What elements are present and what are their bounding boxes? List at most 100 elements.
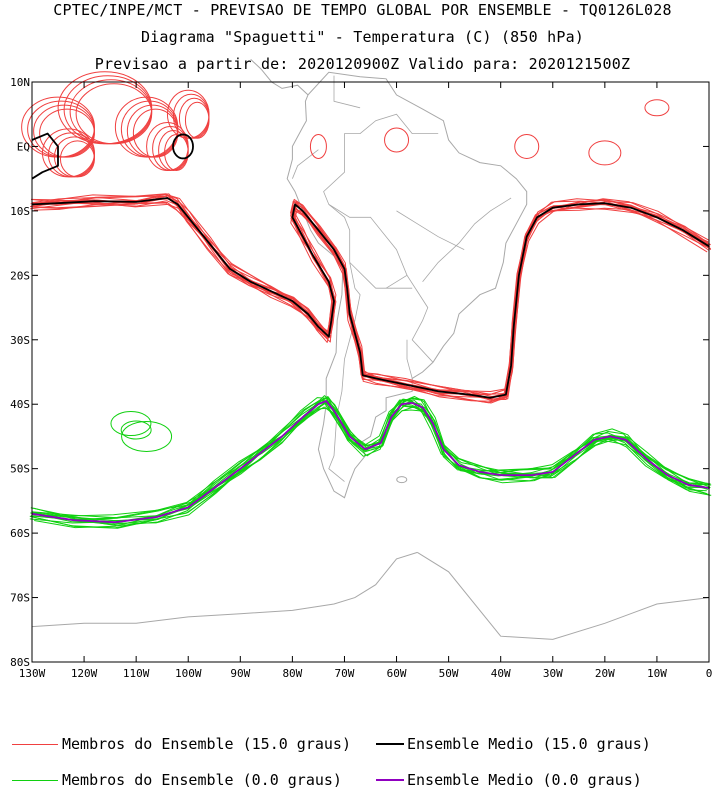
lat-label: 30S <box>10 334 30 347</box>
ensemble-mean-layer <box>31 132 710 524</box>
ensemble-mean-15-cell <box>172 133 194 160</box>
lon-label: 60W <box>387 667 407 680</box>
legend-label-members-0: Membros do Ensemble (0.0 graus) <box>62 771 342 789</box>
legend-row-0: Membros do Ensemble (0.0 graus) Ensemble… <box>0 771 725 791</box>
members-0-layer <box>29 395 712 529</box>
member-0-cell <box>121 420 173 452</box>
member-15-contour <box>31 194 711 400</box>
member-0-contour <box>34 395 710 529</box>
legend-row-15: Membros do Ensemble (15.0 graus) Ensembl… <box>0 735 725 755</box>
member-15-contour <box>31 197 712 398</box>
lon-label: 80W <box>282 667 302 680</box>
member-0-contour <box>29 397 709 529</box>
member-15-cell <box>59 140 95 178</box>
member-15-contour <box>32 194 708 402</box>
legend-mean-15: Ensemble Medio (15.0 graus) <box>376 735 651 753</box>
lon-label: 120W <box>71 667 98 680</box>
member-15-contour <box>33 199 708 395</box>
member-0-contour <box>33 398 708 527</box>
legend-mean-0: Ensemble Medio (0.0 graus) <box>376 771 642 789</box>
country-border <box>323 113 439 276</box>
member-15-contour <box>32 199 711 395</box>
member-15-contour <box>33 193 710 404</box>
member-0-contour <box>30 401 711 524</box>
title-line-1: CPTEC/INPE/MCT - PREVISAO DE TEMPO GLOBA… <box>53 1 672 19</box>
member-15-cell <box>384 127 410 153</box>
legend-label-mean-0: Ensemble Medio (0.0 graus) <box>407 771 642 789</box>
coastline-layer <box>31 59 710 640</box>
lat-label: 10S <box>10 205 30 218</box>
falkland-islands <box>396 476 408 484</box>
lat-label: 70S <box>10 592 30 605</box>
lon-label: 10W <box>647 667 667 680</box>
lon-label: 40W <box>491 667 511 680</box>
country-border <box>406 339 413 379</box>
member-15-cell <box>588 140 622 166</box>
lat-label: 10N <box>10 76 30 89</box>
lon-label: 110W <box>123 667 150 680</box>
lat-label: 60S <box>10 527 30 540</box>
title-line-3: Previsao a partir de: 2020120900Z Valido… <box>94 55 631 73</box>
lon-label: 70W <box>335 667 355 680</box>
lon-label: 30W <box>543 667 563 680</box>
lon-label: 0 <box>706 667 713 680</box>
legend-label-mean-15: Ensemble Medio (15.0 graus) <box>407 735 651 753</box>
coastline-antarctica-east <box>417 551 710 640</box>
title-line-2: Diagrama "Spaguetti" - Temperatura (C) (… <box>140 28 585 46</box>
member-15-cell <box>172 93 210 139</box>
member-15-cell <box>69 79 153 145</box>
legend-swatch-members-0 <box>12 779 58 781</box>
member-15-cell <box>184 101 210 139</box>
ensemble-mean-0 <box>31 400 710 524</box>
country-border <box>385 274 434 363</box>
member-0-contour <box>30 396 708 521</box>
country-border <box>422 197 512 283</box>
coastline-antarctica <box>31 551 418 628</box>
lat-label: EQ <box>17 140 30 153</box>
legend-swatch-members-15 <box>12 743 58 745</box>
member-15-cell <box>514 133 540 159</box>
lon-label: 90W <box>230 667 250 680</box>
legend-swatch-mean-0 <box>376 779 404 781</box>
member-15-cell <box>132 108 179 158</box>
legend-label-members-15: Membros do Ensemble (15.0 graus) <box>62 735 351 753</box>
lat-label: 50S <box>10 463 30 476</box>
member-15-contour <box>33 193 709 402</box>
lon-label: 130W <box>19 667 46 680</box>
member-15-contour <box>30 198 709 393</box>
lat-label: 20S <box>10 269 30 282</box>
member-15-contour <box>33 199 710 395</box>
lon-label: 50W <box>439 667 459 680</box>
lon-label: 100W <box>175 667 202 680</box>
country-border <box>328 262 361 482</box>
member-15-cell <box>309 133 327 159</box>
ensemble-mean-15-edge <box>31 132 59 180</box>
member-0-contour <box>33 397 709 521</box>
legend-members-15: Membros do Ensemble (15.0 graus) <box>12 735 351 753</box>
member-15-cell <box>75 83 153 145</box>
member-0-cell <box>120 420 152 440</box>
members-15-layer <box>21 71 712 404</box>
member-15-cell <box>39 108 95 158</box>
member-15-contour <box>30 194 710 401</box>
member-0-contour <box>31 397 707 529</box>
member-0-cell <box>110 411 152 437</box>
member-15-cell <box>644 99 670 117</box>
member-15-contour <box>30 194 711 400</box>
lat-label: 80S <box>10 656 30 669</box>
member-0-contour <box>30 395 711 524</box>
country-border <box>396 210 465 250</box>
member-0-contour <box>31 402 707 519</box>
lon-label: 20W <box>595 667 615 680</box>
country-border <box>349 262 413 289</box>
member-15-cell <box>178 97 210 139</box>
ensemble-mean-15 <box>31 197 710 399</box>
lat-label: 40S <box>10 398 30 411</box>
member-15-contour <box>30 193 712 404</box>
legend-swatch-mean-15 <box>376 743 404 745</box>
country-border <box>333 75 361 109</box>
legend-members-0: Membros do Ensemble (0.0 graus) <box>12 771 342 789</box>
member-15-contour <box>32 197 708 397</box>
country-border <box>292 149 319 179</box>
